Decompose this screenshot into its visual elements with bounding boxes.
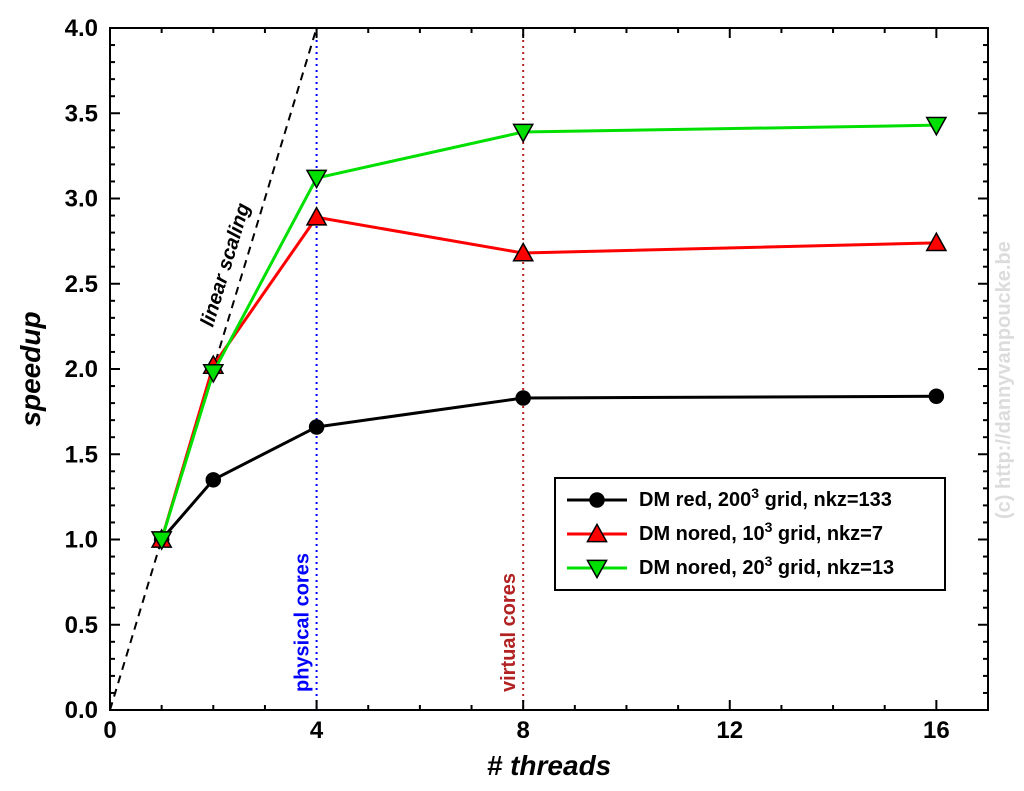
legend-swatch-marker xyxy=(590,493,604,507)
x-tick-label: 16 xyxy=(923,717,950,744)
y-tick-label: 4.0 xyxy=(65,15,98,42)
y-tick-label: 3.0 xyxy=(65,186,98,213)
x-axis-label: # threads xyxy=(487,750,612,781)
y-axis-label: speedup xyxy=(15,311,46,426)
x-tick-label: 0 xyxy=(103,717,116,744)
marker-dm-red-200 xyxy=(310,420,324,434)
virtual-cores-label: virtual cores xyxy=(498,573,520,692)
speedup-chart: physical coresvirtual coreslinear scalin… xyxy=(0,0,1024,791)
x-tick-label: 12 xyxy=(716,717,743,744)
y-tick-label: 2.5 xyxy=(65,271,98,298)
y-tick-label: 3.5 xyxy=(65,100,98,127)
marker-dm-red-200 xyxy=(206,473,220,487)
chart-container: physical coresvirtual coreslinear scalin… xyxy=(0,0,1024,791)
y-tick-label: 1.0 xyxy=(65,527,98,554)
y-tick-label: 1.5 xyxy=(65,441,98,468)
watermark: (c) http://dannyvanpoucke.be xyxy=(993,241,1015,519)
y-tick-label: 0.5 xyxy=(65,612,98,639)
y-tick-label: 0.0 xyxy=(65,697,98,724)
physical-cores-label: physical cores xyxy=(292,553,314,692)
legend-label: DM red, 2003 grid, nkz=133 xyxy=(639,485,892,511)
marker-dm-red-200 xyxy=(516,391,530,405)
x-tick-label: 8 xyxy=(516,717,529,744)
x-tick-label: 4 xyxy=(310,717,324,744)
marker-dm-red-200 xyxy=(929,389,943,403)
legend-label: DM nored, 103 grid, nkz=7 xyxy=(639,519,883,545)
y-tick-label: 2.0 xyxy=(65,356,98,383)
